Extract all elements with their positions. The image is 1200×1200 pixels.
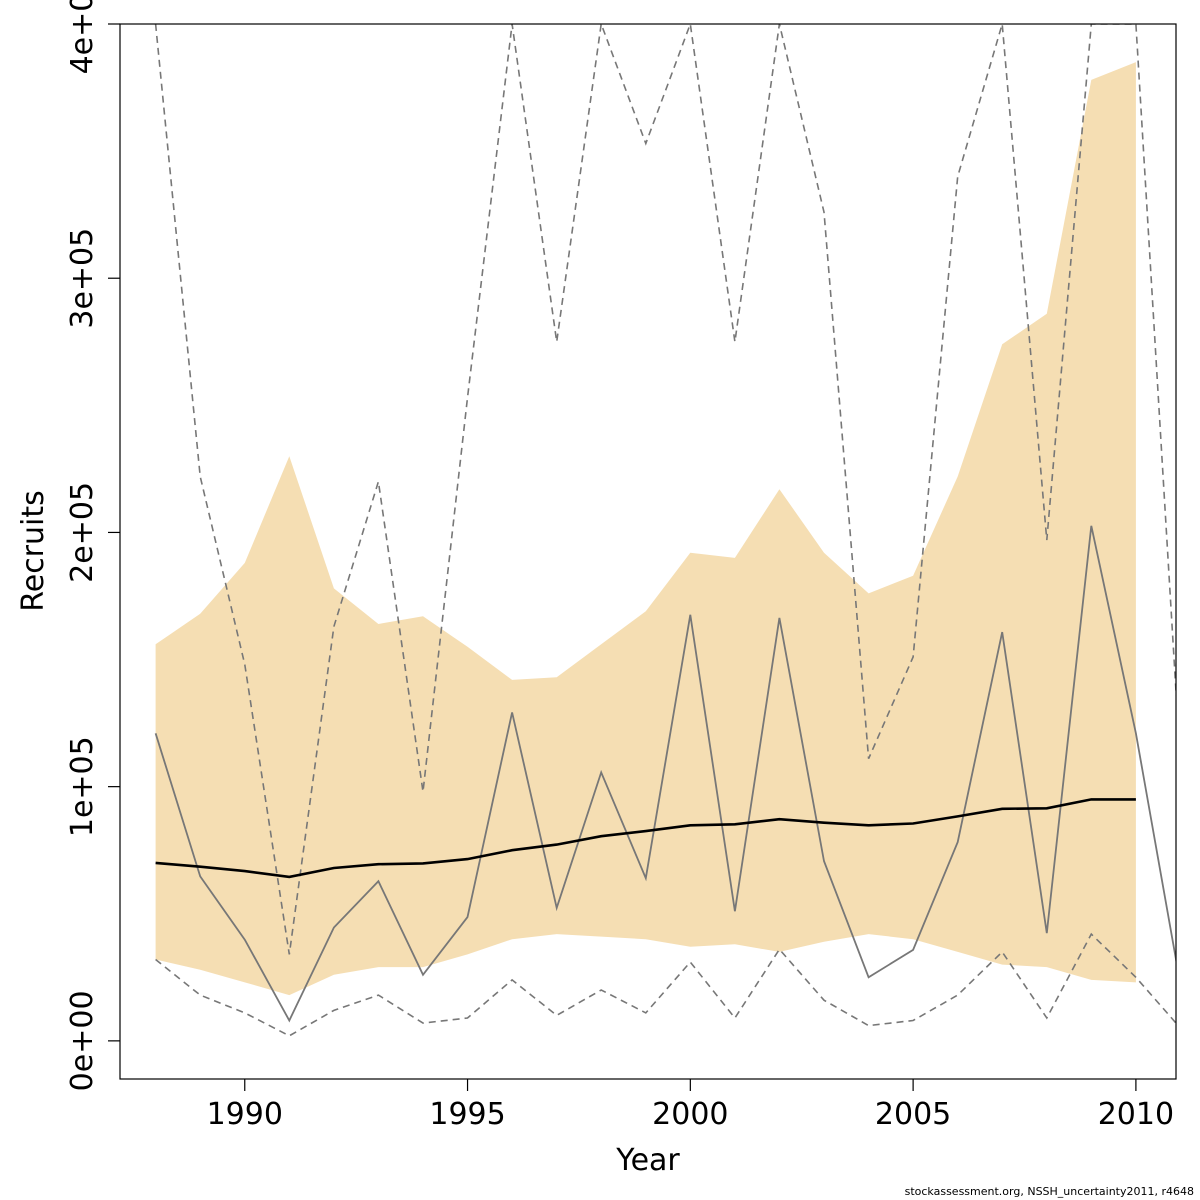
x-tick-label: 2005 (875, 1097, 951, 1132)
confidence-band (155, 62, 1136, 996)
y-tick-label: 0e+00 (65, 990, 100, 1091)
x-tick-label: 2010 (1098, 1097, 1174, 1132)
plot-frame (119, 23, 1177, 1080)
x-axis: 1990 1995 2000 2005 2010 (207, 1079, 1174, 1132)
x-tick-label: 2000 (652, 1097, 728, 1132)
estimate-line (154, 525, 1176, 1023)
x-tick-label: 1995 (429, 1097, 505, 1132)
estimate-upper-dashed-line (154, 24, 1176, 955)
y-tick-label: 4e+05 (65, 0, 100, 74)
y-tick-label: 3e+05 (65, 228, 100, 329)
plot-area (154, 24, 1176, 1037)
y-axis: 0e+00 1e+05 2e+05 3e+05 4e+05 (65, 0, 120, 1091)
footnote: stockassessment.org, NSSH_uncertainty201… (905, 1185, 1194, 1198)
y-tick-label: 1e+05 (65, 736, 100, 837)
y-tick-label: 2e+05 (65, 482, 100, 583)
median-line (155, 798, 1136, 879)
x-axis-title: Year (615, 1143, 680, 1178)
y-axis-title: Recruits (16, 490, 51, 612)
estimate-lower-dashed-line (155, 932, 1176, 1037)
x-tick-label: 1990 (207, 1097, 283, 1132)
